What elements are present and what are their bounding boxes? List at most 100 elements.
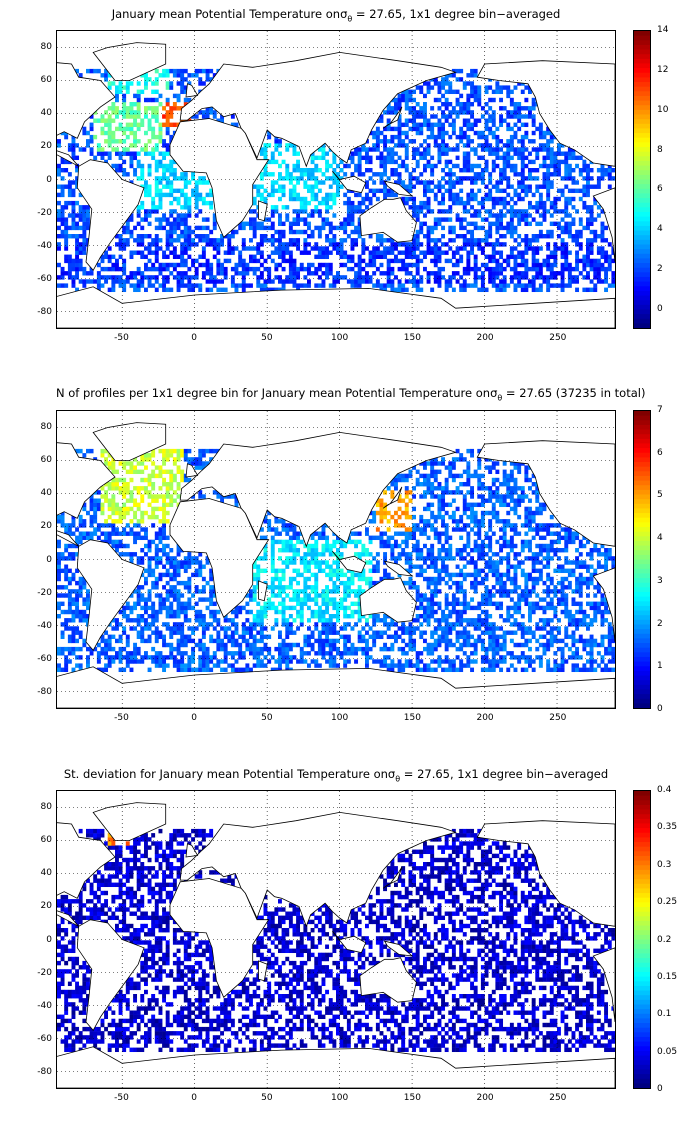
data-cell bbox=[129, 531, 134, 536]
data-cell bbox=[176, 494, 181, 499]
data-cell bbox=[187, 246, 192, 251]
data-cell bbox=[528, 279, 532, 284]
data-cell bbox=[317, 618, 322, 623]
data-cell bbox=[299, 217, 304, 222]
data-cell bbox=[433, 258, 438, 264]
data-cell bbox=[455, 147, 460, 152]
data-cell bbox=[162, 482, 167, 487]
data-cell bbox=[477, 209, 482, 214]
data-cell bbox=[274, 262, 279, 268]
data-cell bbox=[60, 159, 65, 165]
data-cell bbox=[285, 593, 290, 598]
data-cell bbox=[270, 192, 275, 198]
data-cell bbox=[361, 147, 366, 152]
data-cell bbox=[241, 221, 246, 227]
data-cell bbox=[317, 634, 322, 640]
data-cell bbox=[263, 217, 268, 222]
data-cell bbox=[401, 250, 406, 255]
data-cell bbox=[372, 172, 377, 177]
data-cell bbox=[401, 283, 406, 288]
data-cell bbox=[328, 163, 333, 169]
data-cell bbox=[560, 238, 565, 243]
data-cell bbox=[111, 147, 116, 152]
data-cell bbox=[136, 122, 141, 128]
data-cell bbox=[310, 556, 315, 561]
data-cell bbox=[553, 254, 558, 260]
data-cell bbox=[502, 85, 507, 90]
data-cell bbox=[441, 130, 446, 136]
data-cell bbox=[227, 250, 232, 255]
data-cell bbox=[151, 609, 156, 615]
data-cell bbox=[220, 271, 225, 276]
data-cell bbox=[375, 246, 380, 251]
data-cell bbox=[509, 275, 514, 280]
colorbar-step bbox=[634, 286, 650, 292]
data-cell bbox=[444, 279, 449, 284]
data-cell bbox=[426, 242, 431, 247]
data-cell bbox=[234, 122, 239, 128]
data-cell bbox=[325, 250, 330, 255]
data-cell bbox=[491, 118, 496, 123]
data-cell bbox=[183, 564, 188, 569]
data-cell bbox=[216, 638, 221, 644]
data-cell bbox=[281, 221, 286, 227]
data-cell bbox=[448, 279, 453, 284]
data-cell bbox=[303, 585, 308, 590]
data-cell bbox=[187, 457, 192, 462]
data-cell bbox=[390, 246, 395, 251]
data-cell bbox=[549, 271, 554, 276]
data-cell bbox=[129, 254, 134, 260]
data-cell bbox=[560, 266, 565, 272]
data-cell bbox=[484, 196, 489, 202]
data-cell bbox=[169, 134, 174, 140]
data-cell bbox=[560, 279, 565, 284]
data-cell bbox=[401, 196, 406, 202]
coastline bbox=[76, 159, 145, 271]
data-cell bbox=[187, 667, 192, 673]
data-cell bbox=[375, 238, 380, 243]
data-cell bbox=[212, 609, 217, 615]
data-cell bbox=[437, 147, 442, 152]
data-cell bbox=[263, 646, 268, 652]
data-cell bbox=[357, 634, 362, 640]
data-cell bbox=[564, 200, 569, 206]
data-cell bbox=[307, 250, 311, 255]
data-cell bbox=[209, 609, 214, 615]
data-cell bbox=[154, 651, 159, 656]
data-cell bbox=[285, 258, 290, 264]
data-cell bbox=[169, 106, 174, 111]
data-cell bbox=[346, 217, 351, 222]
data-cell bbox=[578, 188, 583, 194]
data-cell bbox=[75, 539, 80, 545]
data-cell bbox=[169, 556, 174, 561]
data-cell bbox=[433, 196, 438, 202]
data-cell bbox=[180, 188, 185, 194]
data-cell bbox=[379, 271, 384, 276]
data-cell bbox=[491, 275, 496, 280]
data-cell bbox=[441, 81, 446, 86]
data-cell bbox=[144, 576, 148, 582]
data-cell bbox=[165, 457, 170, 462]
data-cell bbox=[78, 514, 83, 520]
data-cell bbox=[107, 486, 112, 491]
data-cell bbox=[191, 655, 196, 660]
data-cell bbox=[75, 275, 80, 280]
data-cell bbox=[263, 514, 268, 520]
data-cell bbox=[144, 266, 148, 272]
data-cell bbox=[596, 250, 601, 255]
data-cell bbox=[325, 609, 330, 615]
data-cell bbox=[571, 279, 576, 284]
data-cell bbox=[307, 593, 311, 598]
data-cell bbox=[270, 221, 275, 227]
data-cell bbox=[162, 585, 167, 590]
data-cell bbox=[383, 163, 388, 169]
data-cell bbox=[299, 589, 304, 594]
data-cell bbox=[104, 535, 109, 541]
data-cell bbox=[125, 506, 130, 512]
data-cell bbox=[223, 642, 228, 648]
data-cell bbox=[205, 646, 210, 652]
data-cell bbox=[488, 254, 493, 260]
data-cell bbox=[107, 126, 112, 132]
data-cell bbox=[488, 196, 493, 202]
data-cell bbox=[194, 556, 199, 561]
